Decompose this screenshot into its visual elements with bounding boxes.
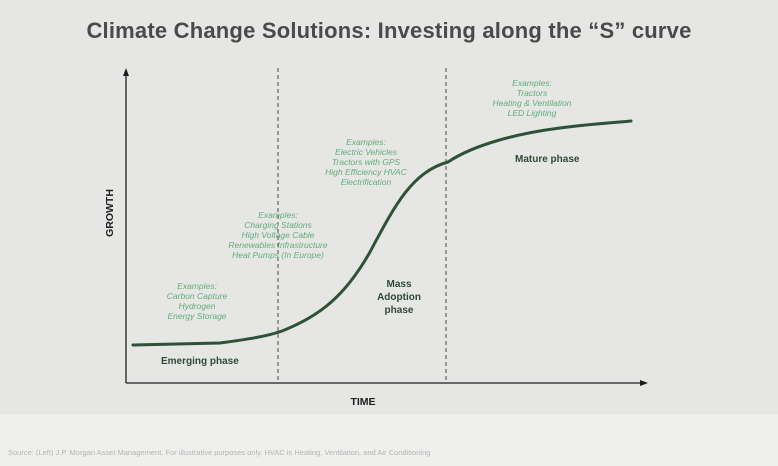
phase-label-mass-line3: phase <box>385 305 414 316</box>
footer-band <box>0 414 778 466</box>
x-axis-label: TIME <box>350 396 375 408</box>
examples-item: Hydrogen <box>179 301 216 311</box>
examples-item: Electric Vehicles <box>335 147 398 157</box>
examples-item: High Efficiency HVAC <box>325 167 408 177</box>
examples-mature: Examples: Tractors Heating & Ventilation… <box>492 78 571 118</box>
phase-label-emerging: Emerging phase <box>161 356 239 367</box>
slide-background <box>0 0 778 414</box>
y-axis-label: GROWTH <box>104 189 116 237</box>
examples-item: Carbon Capture <box>167 291 228 301</box>
examples-mass-adoption: Examples: Electric Vehicles Tractors wit… <box>325 137 408 187</box>
phase-label-mass-line2: Adoption <box>377 292 421 303</box>
examples-heading: Examples: <box>177 281 217 291</box>
s-curve-diagram: GROWTH TIME Emerging phase Mass Adoption… <box>104 68 648 408</box>
source-footnote: Source: (Left) J.P. Morgan Asset Managem… <box>8 448 431 457</box>
examples-item: High Voltage Cable <box>242 230 315 240</box>
examples-emerging: Examples: Carbon Capture Hydrogen Energy… <box>167 281 228 321</box>
examples-item: Electrification <box>341 177 392 187</box>
slide-title: Climate Change Solutions: Investing alon… <box>86 18 692 43</box>
x-axis-arrowhead <box>640 380 648 386</box>
examples-item: Charging Stations <box>244 220 312 230</box>
examples-heading: Examples: <box>258 210 298 220</box>
examples-item: Tractors <box>517 88 548 98</box>
phase-label-mass-line1: Mass <box>386 279 411 290</box>
examples-heading: Examples: <box>512 78 552 88</box>
examples-item: Tractors with GPS <box>332 157 401 167</box>
s-curve-line <box>131 119 633 347</box>
y-axis-arrowhead <box>123 68 129 76</box>
examples-early-growth: Examples: Charging Stations High Voltage… <box>228 210 327 260</box>
examples-item: Energy Storage <box>167 311 226 321</box>
examples-item: Heating & Ventilation <box>492 98 571 108</box>
examples-heading: Examples: <box>346 137 386 147</box>
examples-item: Renewables Infrastructure <box>228 240 327 250</box>
phase-label-mature: Mature phase <box>515 154 580 165</box>
examples-item: LED Lighting <box>508 108 557 118</box>
examples-item: Heat Pumps (In Europe) <box>232 250 324 260</box>
